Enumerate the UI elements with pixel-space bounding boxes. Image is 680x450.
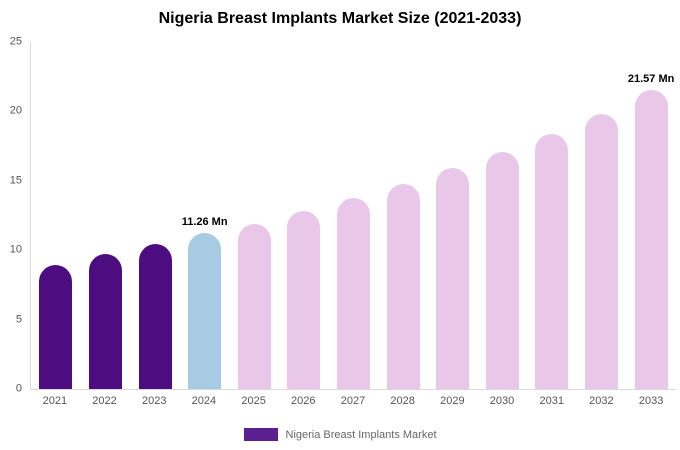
- bar-column-2032: [577, 42, 627, 389]
- bar-column-2021: [31, 42, 81, 389]
- bar-column-2022: [81, 42, 131, 389]
- x-tick-2030: 2030: [489, 395, 515, 407]
- y-tick-5: 5: [15, 313, 22, 326]
- x-tick-2026: 2026: [291, 395, 316, 407]
- x-tick-2028: 2028: [390, 395, 415, 407]
- bar-2023: [138, 243, 172, 389]
- bar-value-label-2033: 21.57 Mn: [627, 72, 675, 85]
- y-tick-20: 20: [9, 104, 22, 117]
- bar-value-label-2024: 11.26 Mn: [181, 215, 228, 228]
- bar-column-2033: 21.57 Mn: [626, 42, 676, 389]
- bar-2026: [287, 211, 321, 389]
- x-tick-2029: 2029: [440, 395, 465, 407]
- bar-2024: [188, 232, 222, 389]
- bar-column-2027: [329, 42, 379, 389]
- y-tick-25: 25: [9, 35, 22, 48]
- bar-2022: [88, 254, 122, 389]
- y-tick-15: 15: [9, 174, 22, 187]
- bar-2028: [386, 183, 420, 389]
- x-tick-2024: 2024: [191, 395, 217, 407]
- chart-title: Nigeria Breast Implants Market Size (202…: [158, 10, 522, 27]
- bar-column-2028: [378, 42, 428, 389]
- bar-2021: [39, 265, 73, 389]
- x-tick-2027: 2027: [340, 395, 366, 407]
- y-tick-10: 10: [9, 243, 22, 256]
- legend-label: Nigeria Breast Implants Market: [285, 428, 437, 441]
- bar-column-2031: [527, 42, 577, 389]
- bar-2031: [535, 133, 569, 389]
- bar-column-2026: [279, 42, 329, 389]
- x-tick-2023: 2023: [141, 395, 167, 407]
- plot-area: 11.26 Mn 21.57 Mn: [30, 42, 676, 390]
- y-axis: 0 5 10 15 20 25: [0, 36, 26, 394]
- bar-2032: [585, 114, 618, 389]
- y-tick-0: 0: [15, 382, 22, 395]
- bar-2025: [237, 223, 271, 389]
- x-tick-2033: 2033: [638, 395, 664, 407]
- x-tick-2021: 2021: [42, 395, 68, 407]
- bar-2029: [436, 168, 470, 389]
- legend: Nigeria Breast Implants Market: [0, 428, 680, 441]
- bar-column-2029: [428, 42, 478, 389]
- bar-column-2025: [229, 42, 279, 389]
- legend-swatch: [243, 428, 278, 441]
- bar-2027: [336, 198, 370, 389]
- bar-column-2030: [477, 42, 527, 389]
- x-tick-2025: 2025: [241, 395, 266, 407]
- x-tick-2031: 2031: [539, 395, 564, 407]
- x-tick-2022: 2022: [92, 395, 117, 407]
- x-tick-2032: 2032: [589, 395, 614, 407]
- bar-2030: [485, 151, 519, 389]
- bar-column-2023: [130, 42, 180, 389]
- bar-2033: [634, 89, 668, 389]
- x-axis-labels: 2021 2022 2023 2024 2025 2026 2027 2028 2029 2030…: [30, 395, 676, 407]
- bar-column-2024: 11.26 Mn: [180, 42, 230, 389]
